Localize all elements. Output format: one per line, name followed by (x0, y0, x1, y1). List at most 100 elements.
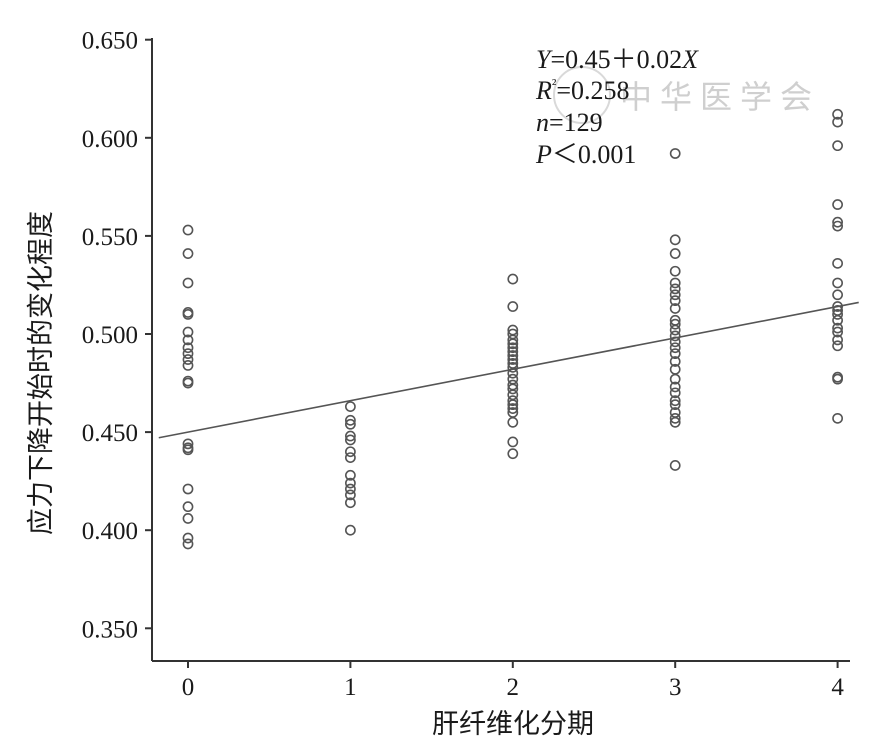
x-tick-label: 2 (507, 674, 520, 701)
data-point (507, 342, 519, 354)
data-point (669, 324, 681, 336)
data-point (507, 350, 519, 361)
data-point (507, 354, 519, 365)
data-point (832, 373, 843, 385)
data-point (182, 377, 194, 389)
watermark-seal (553, 66, 611, 124)
x-tick-label: 0 (182, 674, 195, 701)
data-point (182, 438, 194, 450)
data-point (507, 416, 519, 428)
data-point (669, 416, 681, 428)
data-point (182, 483, 194, 495)
data-point (507, 346, 519, 358)
data-point (507, 395, 519, 407)
data-point (669, 248, 681, 259)
data-point (832, 412, 843, 424)
y-tick-label: 0.450 (82, 420, 138, 447)
data-point (507, 361, 519, 373)
data-point (182, 444, 194, 456)
annotation-part: =0.45＋0.02 (550, 45, 682, 74)
y-tick-label: 0.550 (82, 224, 138, 251)
data-point (832, 216, 843, 228)
data-point (344, 414, 356, 426)
data-point (182, 354, 194, 365)
annotation-line: P＜0.001 (535, 140, 636, 169)
annotation-part: P (535, 140, 552, 169)
data-point (669, 283, 681, 295)
data-point (669, 277, 681, 289)
data-point (669, 395, 681, 407)
data-point (669, 356, 681, 367)
watermark: 中华医学会 (553, 66, 820, 124)
data-point (669, 330, 681, 342)
data-point (182, 538, 194, 550)
data-point (344, 434, 356, 446)
data-point (832, 140, 843, 152)
x-tick-label: 1 (344, 674, 357, 701)
data-point (832, 199, 843, 210)
data-point (182, 359, 194, 371)
data-point (182, 224, 194, 236)
data-point (507, 399, 519, 411)
data-point (507, 448, 519, 460)
data-point (507, 383, 519, 395)
data-point (832, 301, 843, 312)
data-point (669, 318, 681, 330)
data-point (182, 348, 194, 360)
data-point (669, 265, 681, 277)
data-point (182, 248, 194, 259)
data-point (344, 483, 356, 495)
data-point (182, 501, 194, 513)
data-point (669, 289, 681, 301)
data-point (344, 401, 356, 412)
data-point (507, 301, 519, 312)
data-point (832, 257, 843, 269)
y-ticks: 0.350 0.400 0.450 0.500 0.550 0.600 0.650 (82, 28, 152, 643)
data-point (182, 342, 194, 354)
data-point (344, 477, 356, 489)
data-point (669, 303, 681, 314)
data-point (669, 348, 681, 360)
annotation-part: X (681, 45, 699, 74)
data-point (344, 430, 356, 442)
annotation-part: =0.258 (556, 76, 629, 105)
regression-line (158, 301, 859, 439)
data-point (507, 403, 519, 414)
data-point (669, 412, 681, 424)
y-tick-label: 0.350 (82, 616, 138, 643)
data-point (832, 289, 843, 301)
data-point (669, 342, 681, 354)
data-point (344, 497, 356, 509)
x-axis-label: 肝纤维化分期 (432, 709, 594, 740)
data-point (507, 334, 519, 346)
annotation-line: R²=0.258 (535, 76, 630, 105)
y-tick-label: 0.650 (82, 28, 138, 55)
watermark-text: 中华医学会 (620, 78, 820, 116)
data-point (669, 234, 681, 246)
y-axis-label: 应力下降开始时的变化程度 (26, 211, 57, 535)
data-points (182, 108, 843, 550)
data-point (182, 513, 194, 524)
y-tick-label: 0.500 (82, 322, 138, 349)
data-point (507, 338, 519, 350)
annotation-part: ＜0.001 (552, 140, 637, 169)
data-point (669, 460, 681, 471)
x-ticks: 0 1 2 3 4 (182, 661, 844, 701)
data-point (832, 340, 843, 352)
x-tick-label: 3 (669, 674, 682, 701)
data-point (669, 148, 681, 159)
data-point (344, 446, 356, 458)
data-point (832, 326, 843, 338)
annotation-line: Y=0.45＋0.02X (536, 45, 699, 74)
y-tick-label: 0.600 (82, 126, 138, 153)
annotation-part: =129 (549, 108, 603, 137)
data-point (182, 277, 194, 289)
annotation-line: n=129 (536, 108, 603, 137)
data-point (669, 381, 681, 393)
data-point (669, 399, 681, 411)
data-point (832, 334, 843, 346)
annotation-part: R (535, 76, 552, 105)
x-tick-label: 4 (831, 674, 844, 701)
annotation-part: ² (552, 77, 557, 93)
